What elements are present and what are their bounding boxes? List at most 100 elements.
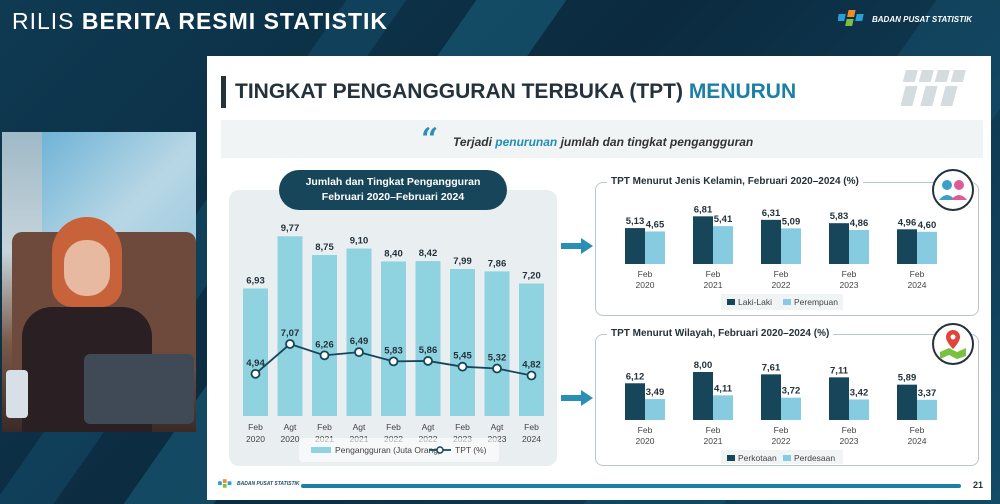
bar-perkotaan <box>761 374 781 420</box>
arrow-right-icon <box>561 238 593 254</box>
legend-box <box>299 438 499 462</box>
left-chart-title-line2: Februari 2020–Februari 2024 <box>321 191 465 203</box>
sex-bar-chart: 5,13 4,65Feb20206,815,41Feb20216,315,09Fe… <box>625 204 937 310</box>
x-tick-label: 2024 <box>908 436 927 446</box>
tpt-point <box>250 368 261 379</box>
x-tick-label: Feb <box>638 425 653 435</box>
presentation-slide: TINGKAT PENGANGGURAN TERBUKA (TPT) MENUR… <box>207 56 991 500</box>
bar-unemployment <box>415 261 441 416</box>
bar-value-label: 3,37 <box>918 388 937 399</box>
tpt-point <box>319 350 330 361</box>
bar-unemployment <box>277 236 303 416</box>
webcam-laptop <box>84 354 194 424</box>
quote-emphasis: penurunan <box>495 135 558 149</box>
x-tick-label: 2020 <box>281 434 300 444</box>
tpt-value-label: 7,07 <box>281 328 300 339</box>
bar-perempuan <box>781 228 801 264</box>
bar-value-label: 8,00 <box>694 360 713 371</box>
bar-value-label: 3,72 <box>782 386 801 397</box>
region-chart-title: TPT Menurut Wilayah, Februari 2020–2024 … <box>607 328 834 339</box>
bar-perempuan <box>849 229 869 264</box>
tpt-point <box>526 370 537 381</box>
left-chart-title: Jumlah dan Tingkat Pengangguran Februari … <box>279 170 507 210</box>
x-tick-label: 2023 <box>840 436 859 446</box>
slide-title-highlight: MENURUN <box>688 80 797 103</box>
tpt-point <box>457 361 468 372</box>
tpt-value-label: 5,83 <box>384 345 403 356</box>
legend-label: Perempuan <box>794 297 838 307</box>
tpt-value-label: 5,45 <box>453 351 472 362</box>
tpt-point <box>285 339 295 349</box>
banner-prefix: RILIS <box>12 8 82 34</box>
webcam-cup <box>6 370 28 418</box>
bar-unemployment <box>519 283 544 416</box>
slide-title-main: TINGKAT PENGANGGURAN TERBUKA (TPT) <box>235 80 689 103</box>
bar-value-label: 4,11 <box>714 383 733 394</box>
bar-perkotaan <box>625 383 645 420</box>
x-tick-label: 2023 <box>840 280 859 290</box>
x-tick-label: Feb <box>524 422 539 432</box>
bar-perempuan <box>917 231 937 264</box>
tpt-point <box>388 356 399 367</box>
bar-perdesaan <box>849 399 869 420</box>
bar-value-label: 7,99 <box>453 256 472 267</box>
x-tick-label: 2021 <box>704 436 723 446</box>
x-tick-label: Feb <box>455 422 470 432</box>
bar-unemployment <box>312 255 337 416</box>
bar-value-label: 8,40 <box>384 248 403 259</box>
left-chart-title-line1: Jumlah dan Tingkat Pengangguran <box>305 176 481 188</box>
x-tick-label: 2022 <box>772 280 791 290</box>
bar-perdesaan <box>645 399 665 420</box>
bar-laki-laki <box>897 229 917 264</box>
x-tick-label: Feb <box>706 269 721 279</box>
tpt-point <box>492 363 502 374</box>
x-tick-label: Agt <box>284 422 297 432</box>
bar-value-label: 3,42 <box>850 387 869 398</box>
legend-swatch <box>783 299 791 305</box>
legend-label: Pengangguran (Juta Orang) <box>335 445 441 455</box>
x-tick-label: 2020 <box>636 280 655 290</box>
x-tick-label: Feb <box>638 269 653 279</box>
legend-swatch <box>727 455 735 461</box>
bar-perempuan <box>713 226 733 264</box>
bar-value-label: 5,83 <box>830 211 849 222</box>
legend-label: Perdesaan <box>794 453 835 463</box>
quote-prefix: Terjadi <box>453 135 496 149</box>
bar-value-label: 7,61 <box>762 362 781 373</box>
legend-swatch-bar <box>311 447 331 453</box>
legend-label: TPT (%) <box>455 445 487 455</box>
x-tick-label: Feb <box>842 269 857 279</box>
bar-laki-laki <box>829 223 849 264</box>
legend-label: Perkotaan <box>738 453 777 463</box>
tpt-point <box>354 347 364 358</box>
bps-logo-top: BADAN PUSAT STATISTIK <box>838 8 972 30</box>
x-tick-label: Agt <box>422 422 435 432</box>
x-tick-label: Agt <box>353 422 366 432</box>
bar-unemployment <box>346 248 372 416</box>
bar-unemployment <box>450 268 475 416</box>
bar-value-label: 4,96 <box>898 217 917 228</box>
x-tick-label: Feb <box>910 425 925 435</box>
bar-value-label: 5,09 <box>782 216 801 227</box>
bar-value-label: 9,10 <box>350 236 369 247</box>
arrow-right-icon <box>561 390 593 406</box>
x-tick-label: Agt <box>491 422 504 432</box>
tpt-point <box>423 356 433 366</box>
bar-laki-laki <box>693 216 713 264</box>
x-tick-label: 2021 <box>704 280 723 290</box>
bps-watermark-icon <box>901 70 966 106</box>
bar-perkotaan <box>693 372 713 420</box>
x-tick-label: Feb <box>910 269 925 279</box>
legend-swatch-point <box>436 446 444 454</box>
people-icon <box>932 169 974 211</box>
bar-value-label: 7,11 <box>830 365 849 376</box>
quote-band <box>221 120 983 158</box>
tpt-value-label: 4,94 <box>246 358 265 369</box>
bar-perempuan <box>645 231 665 264</box>
legend-swatch <box>727 299 735 305</box>
sex-chart-title: TPT Menurut Jenis Kelamin, Februari 2020… <box>607 176 863 187</box>
x-tick-label: 2020 <box>636 436 655 446</box>
bar-laki-laki <box>761 219 781 264</box>
legend-box <box>721 450 843 464</box>
bar-value-label: 6,12 <box>626 371 645 382</box>
